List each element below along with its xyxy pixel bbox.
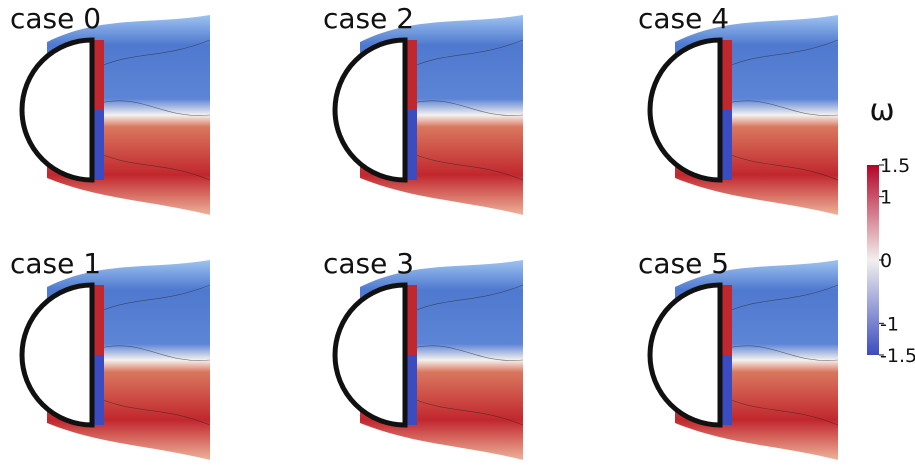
base-blue [92, 110, 104, 180]
base-red [92, 40, 104, 110]
wake-contours [91, 39, 211, 181]
flow-panel: case 0 [10, 2, 211, 215]
wake-contours [719, 39, 839, 181]
body [19, 282, 95, 428]
body [19, 37, 95, 183]
panel-label: case 1 [10, 247, 101, 280]
panel-label: case 3 [323, 247, 414, 280]
base-red [405, 40, 417, 110]
flow-panel: case 3 [323, 247, 524, 460]
base-blue [720, 355, 732, 425]
colorbar-tick-label: 1.5 [880, 155, 910, 177]
colorbar-tick-label: -1 [880, 313, 899, 335]
flow-panel: case 1 [10, 247, 211, 460]
body [332, 282, 408, 428]
base-blue [405, 110, 417, 180]
wake-contours [404, 39, 524, 181]
base-blue [720, 110, 732, 180]
base-red [720, 285, 732, 355]
colorbar-tick-label: 0 [880, 250, 892, 272]
flow-panel: case 5 [638, 247, 839, 460]
body [647, 282, 723, 428]
base-blue [405, 355, 417, 425]
base-red [92, 285, 104, 355]
flow-panel: case 4 [638, 2, 839, 215]
panel-label: case 2 [323, 2, 414, 35]
base-blue [92, 355, 104, 425]
colorbar-tick-label: 1 [880, 187, 892, 209]
colorbar-title: ω [869, 93, 894, 128]
panel-label: case 4 [638, 2, 729, 35]
panel-label: case 0 [10, 2, 101, 35]
body [332, 37, 408, 183]
flow-panel: case 2 [323, 2, 524, 215]
body [647, 37, 723, 183]
base-red [720, 40, 732, 110]
colorbar [867, 165, 879, 355]
wake-contours [404, 284, 524, 426]
wake-contours [91, 284, 211, 426]
colorbar-tick-label: -1.5 [880, 345, 915, 367]
panel-label: case 5 [638, 247, 729, 280]
base-red [405, 285, 417, 355]
wake-contours [719, 284, 839, 426]
